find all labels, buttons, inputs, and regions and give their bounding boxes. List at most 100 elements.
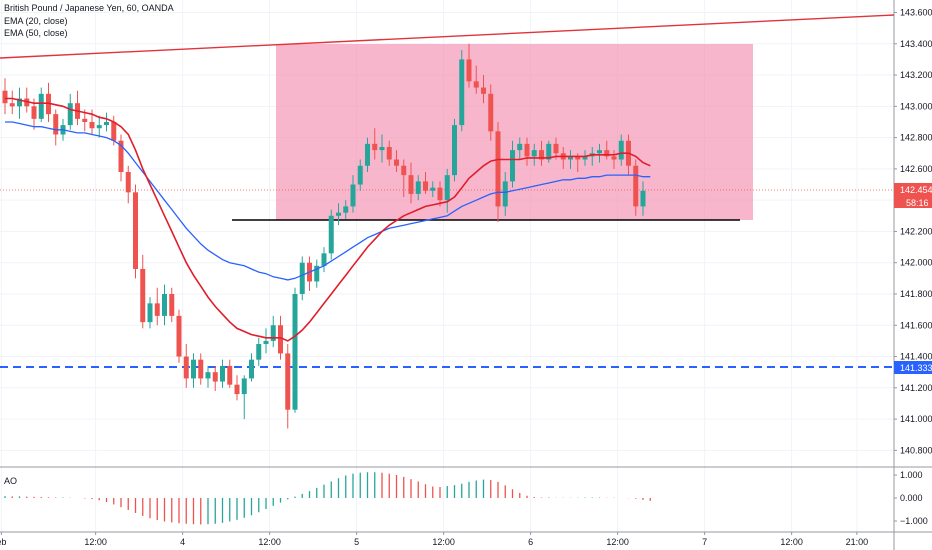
time-tick-label: eb <box>0 537 6 547</box>
ema20-legend[interactable]: EMA (20, close) <box>4 16 68 26</box>
price-badge-text: 142.454 <box>900 185 932 195</box>
candle-body <box>191 359 196 379</box>
candle-body <box>31 106 37 119</box>
ao-legend[interactable]: AO <box>4 476 18 486</box>
time-tick-label: 12:00 <box>258 537 281 547</box>
candle-body <box>459 59 465 126</box>
chart-title: British Pound / Japanese Yen, 60, OANDA <box>4 3 174 13</box>
candle-body <box>517 143 523 151</box>
countdown-badge-text: 58:16 <box>906 198 929 208</box>
candle-body <box>9 103 15 107</box>
price-tick-label: 143.600 <box>900 8 932 18</box>
ao-axis: 1.000 0.000 −1.000 <box>894 470 928 526</box>
candle-body <box>198 359 204 379</box>
candle-body <box>249 359 254 379</box>
time-tick-label: 12:00 <box>84 537 107 547</box>
trendline[interactable] <box>0 14 895 59</box>
candle-body <box>401 165 407 176</box>
candle-body <box>611 156 617 160</box>
price-tick-label: 141.000 <box>900 414 932 424</box>
hline-badge <box>894 361 932 374</box>
price-tick-label: 141.200 <box>900 383 932 393</box>
time-tick-label: 5 <box>354 537 359 547</box>
candle-body <box>227 365 233 385</box>
candle-body <box>531 150 537 157</box>
ao-tick-label: 0.000 <box>900 493 923 503</box>
candle-body <box>539 150 544 160</box>
candle-body <box>212 372 218 382</box>
time-axis[interactable]: eb 12:00 4 12:00 5 12:00 6 12:00 7 12:00 21:00 <box>0 532 868 547</box>
candle-body <box>292 293 298 410</box>
candle-body <box>357 165 363 185</box>
candle-body <box>423 181 428 191</box>
candle-body <box>524 143 530 157</box>
candle-body <box>379 146 385 151</box>
time-tick-label: 7 <box>702 537 707 547</box>
price-badge <box>894 183 932 196</box>
candle-body <box>328 215 334 254</box>
price-tick-label: 142.800 <box>900 133 932 143</box>
consolidation-box[interactable] <box>276 44 753 220</box>
candle-body <box>104 121 109 126</box>
candle-body <box>437 187 443 201</box>
candle-body <box>285 353 291 410</box>
candle-body <box>452 125 457 176</box>
candle-body <box>169 293 175 316</box>
candle-body <box>553 143 559 154</box>
ao-histogram <box>4 472 651 525</box>
candle-body <box>365 143 370 166</box>
candle-body <box>220 365 225 382</box>
price-tick-label: 140.800 <box>900 445 932 455</box>
candle-body <box>444 175 450 201</box>
candle-body <box>162 293 167 316</box>
candle-body <box>350 184 356 207</box>
price-tick-label: 141.600 <box>900 320 932 330</box>
candle-body <box>53 114 59 135</box>
candle-body <box>299 262 305 294</box>
candle-body <box>394 159 399 166</box>
candle-body <box>133 192 138 269</box>
candle-body <box>270 325 276 341</box>
price-tick-label: 143.000 <box>900 101 932 111</box>
candle-body <box>502 181 508 207</box>
candle-body <box>321 253 327 266</box>
price-tick-label: 143.400 <box>900 39 932 49</box>
candle-body <box>82 118 88 122</box>
ema50-legend[interactable]: EMA (50, close) <box>4 28 68 38</box>
candle-body <box>488 93 494 132</box>
time-tick-label: 21:00 <box>846 537 869 547</box>
candle-body <box>24 98 30 107</box>
price-tick-label: 141.800 <box>900 289 932 299</box>
ao-tick-label: 1.000 <box>900 470 923 480</box>
time-tick-label: 12:00 <box>432 537 455 547</box>
candle-body <box>640 190 646 207</box>
price-axis[interactable]: 143.600 143.400 143.200 143.000 142.800 142.6… <box>894 8 932 456</box>
candle-body <box>495 131 501 207</box>
price-tick-label: 142.000 <box>900 258 932 268</box>
price-tick-label: 142.600 <box>900 164 932 174</box>
time-tick-label: 12:00 <box>606 537 629 547</box>
candle-body <box>111 121 117 141</box>
badges: 142.454 58:16 141.333 <box>894 183 932 374</box>
candle-body <box>67 103 73 126</box>
candle-body <box>343 206 349 213</box>
candle-body <box>386 146 392 160</box>
candle-body <box>154 303 160 316</box>
candle-body <box>17 98 22 107</box>
candle-body <box>473 81 479 88</box>
candle-body <box>568 156 573 160</box>
price-tick-label: 143.200 <box>900 70 932 80</box>
candle-body <box>481 87 486 94</box>
candle-body <box>147 303 153 323</box>
candle-body <box>575 156 581 160</box>
candle-body <box>415 181 421 194</box>
candle-body <box>430 187 436 191</box>
candle-body <box>263 340 269 345</box>
candle-body <box>582 156 588 160</box>
candle-body <box>372 143 378 151</box>
candle-body <box>234 384 240 395</box>
time-tick-label: 12:00 <box>780 537 803 547</box>
candle-body <box>336 212 341 216</box>
